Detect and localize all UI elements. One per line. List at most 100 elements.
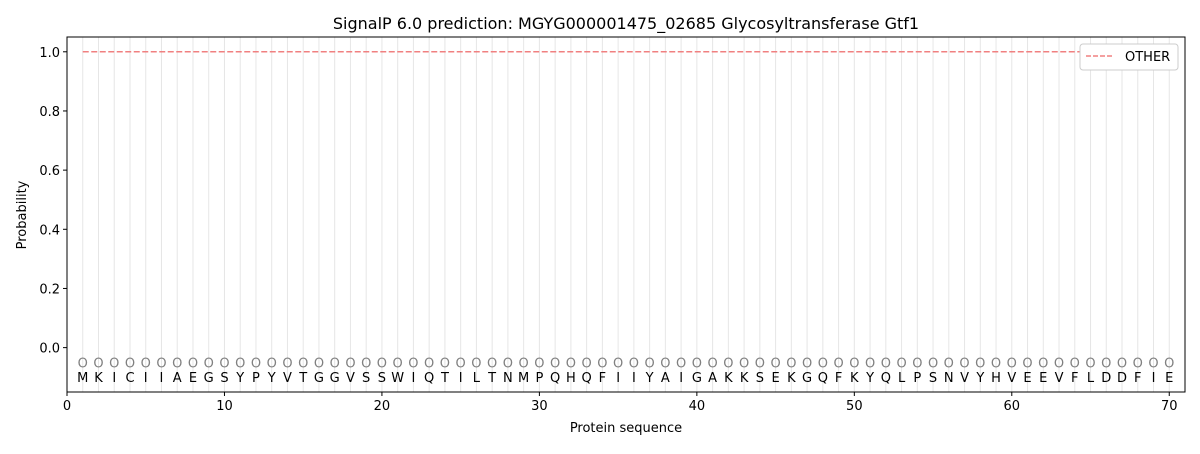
region-label: O	[156, 356, 166, 371]
residue-letter: K	[850, 371, 859, 386]
region-label: O	[833, 356, 843, 371]
region-label: O	[582, 356, 592, 371]
residue-letter: G	[314, 371, 324, 386]
region-label: O	[172, 356, 182, 371]
x-tick-label: 30	[531, 399, 548, 414]
residue-letter: I	[112, 371, 116, 386]
residue-letter: I	[679, 371, 683, 386]
region-label: O	[755, 356, 765, 371]
residue-letter: Q	[881, 371, 891, 386]
region-label: O	[613, 356, 623, 371]
y-tick-label: 1.0	[39, 46, 60, 61]
residue-letter: Y	[267, 371, 276, 386]
plot-frame	[66, 36, 1186, 393]
residue-letter: I	[1152, 371, 1156, 386]
region-label: O	[78, 356, 88, 371]
residue-letter: E	[189, 371, 197, 386]
region-label: O	[534, 356, 544, 371]
region-label: O	[802, 356, 812, 371]
region-label: O	[550, 356, 560, 371]
residue-letter: K	[740, 371, 749, 386]
residue-letter: I	[616, 371, 620, 386]
region-label: O	[519, 356, 529, 371]
region-label: O	[330, 356, 340, 371]
residue-letter: Y	[975, 371, 984, 386]
residue-letter: W	[391, 371, 404, 386]
region-label: O	[1117, 356, 1127, 371]
residue-letter: T	[487, 371, 496, 386]
residue-letter: I	[144, 371, 148, 386]
region-label: O	[645, 356, 655, 371]
region-label: O	[849, 356, 859, 371]
residue-letter: C	[125, 371, 134, 386]
legend: OTHER	[1079, 43, 1179, 71]
region-label: O	[881, 356, 891, 371]
residue-letter: M	[518, 371, 529, 386]
residue-letter: S	[220, 371, 228, 386]
region-label: O	[818, 356, 828, 371]
residue-letter: F	[1071, 371, 1078, 386]
region-label: O	[235, 356, 245, 371]
region-label: O	[471, 356, 481, 371]
region-label: O	[1133, 356, 1143, 371]
residue-letter: K	[724, 371, 733, 386]
region-label: O	[408, 356, 418, 371]
residue-letter: I	[459, 371, 463, 386]
region-label: O	[440, 356, 450, 371]
region-label: O	[377, 356, 387, 371]
y-tick-label: 0.2	[39, 282, 60, 297]
residue-letter: S	[378, 371, 386, 386]
residue-letter: V	[960, 371, 969, 386]
region-label: O	[629, 356, 639, 371]
residue-letter: L	[473, 371, 481, 386]
residue-letter: E	[1023, 371, 1031, 386]
residue-letter: I	[412, 371, 416, 386]
region-label: O	[251, 356, 261, 371]
region-label: O	[1148, 356, 1158, 371]
residue-letter: H	[566, 371, 576, 386]
region-label: O	[786, 356, 796, 371]
x-tick-label: 60	[1004, 399, 1021, 414]
residue-letter: V	[1055, 371, 1064, 386]
region-label: O	[1070, 356, 1080, 371]
residue-letter: F	[599, 371, 606, 386]
region-label: O	[707, 356, 717, 371]
region-label: O	[219, 356, 229, 371]
y-axis-label: Probability	[15, 180, 30, 249]
residue-letter: P	[252, 371, 260, 386]
x-tick-label: 70	[1161, 399, 1178, 414]
residue-letter: Q	[582, 371, 592, 386]
y-tick-label: 0.8	[39, 105, 60, 120]
region-label: O	[959, 356, 969, 371]
region-label: O	[676, 356, 686, 371]
region-label: O	[1007, 356, 1017, 371]
residue-letter: P	[913, 371, 921, 386]
region-label: O	[188, 356, 198, 371]
residue-letter: D	[1101, 371, 1111, 386]
residue-letter: Q	[424, 371, 434, 386]
residue-letter: N	[503, 371, 513, 386]
region-label: O	[770, 356, 780, 371]
legend-label-other: OTHER	[1125, 50, 1170, 65]
region-label: O	[692, 356, 702, 371]
region-label: O	[566, 356, 576, 371]
residue-letter: D	[1117, 371, 1127, 386]
region-label: O	[723, 356, 733, 371]
region-label: O	[912, 356, 922, 371]
region-label: O	[109, 356, 119, 371]
region-label: O	[597, 356, 607, 371]
residue-letter: E	[1039, 371, 1047, 386]
region-label: O	[424, 356, 434, 371]
residue-letter: Y	[645, 371, 654, 386]
region-label: O	[991, 356, 1001, 371]
residue-letter: M	[77, 371, 88, 386]
x-axis-label: Protein sequence	[570, 421, 682, 436]
residue-letter: G	[802, 371, 812, 386]
region-label: O	[1022, 356, 1032, 371]
region-label: O	[896, 356, 906, 371]
residue-letter: A	[708, 371, 717, 386]
x-tick-label: 0	[63, 399, 71, 414]
region-label: O	[660, 356, 670, 371]
x-tick-label: 10	[216, 399, 233, 414]
residue-letter: L	[898, 371, 906, 386]
